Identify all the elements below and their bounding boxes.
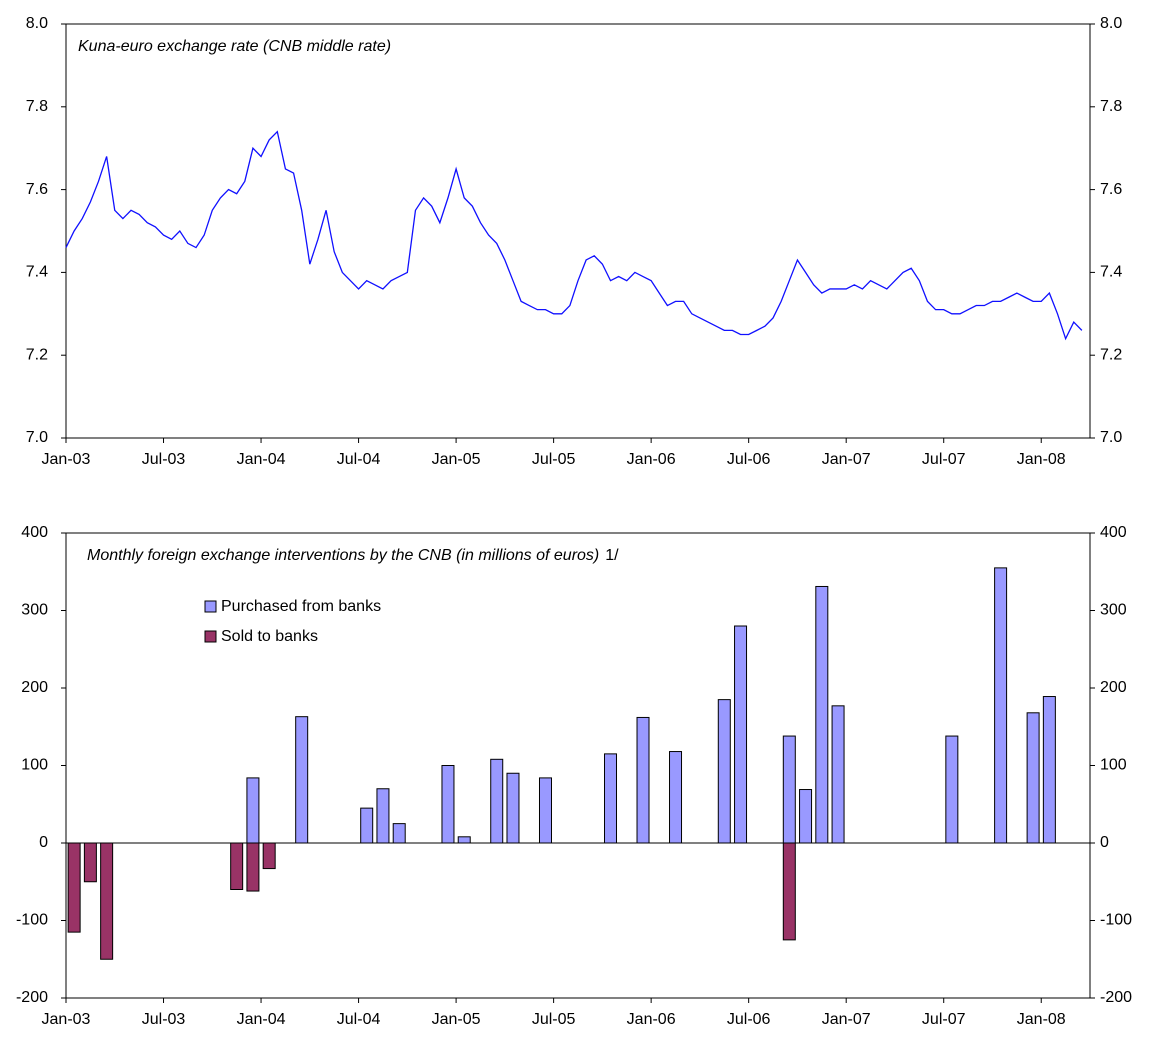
bar [538,777,552,844]
y2-tick-label: 7.2 [1100,346,1122,363]
x-tick-label: Jul-06 [727,1011,771,1028]
legend-label: Purchased from banks [221,598,381,615]
x-tick-label: Jul-06 [727,451,771,468]
y-tick-label: 7.4 [26,264,48,281]
y-tick-label: -100 [16,912,48,929]
x-tick-label: Jul-05 [532,451,576,468]
bar [636,716,650,844]
legend-swatch [204,630,217,643]
bar [717,699,731,844]
x-tick-label: Jul-07 [922,1011,966,1028]
y-tick-label: 100 [21,757,48,774]
bar [100,842,114,960]
bar [815,585,829,844]
y-tick-label: 7.2 [26,346,48,363]
bar [994,567,1008,844]
x-tick-label: Jan-06 [627,1011,676,1028]
bar [490,758,504,844]
x-tick-label: Jan-03 [42,1011,91,1028]
x-tick-label: Jul-04 [337,1011,381,1028]
bar [945,735,959,844]
x-tick-label: Jan-04 [237,1011,286,1028]
y-tick-label: 7.0 [26,429,48,446]
y2-tick-label: 7.8 [1100,98,1122,115]
y2-tick-label: 7.4 [1100,264,1122,281]
x-tick-label: Jul-03 [142,451,186,468]
y-tick-label: 0 [39,834,48,851]
chart-title: Kuna-euro exchange rate (CNB middle rate… [78,38,391,55]
bar [246,777,260,844]
bar [441,765,455,844]
x-tick-label: Jul-05 [532,1011,576,1028]
bar [669,751,683,844]
y2-tick-label: -100 [1100,912,1132,929]
y-tick-label: -200 [16,989,48,1006]
plot-frame [65,23,1091,439]
x-tick-label: Jan-08 [1017,451,1066,468]
rate-line [65,130,1083,341]
bar [1042,696,1056,844]
y2-tick-label: 7.0 [1100,429,1122,446]
chart-title: Monthly foreign exchange interventions b… [87,547,599,564]
x-tick-label: Jul-07 [922,451,966,468]
x-tick-label: Jan-06 [627,451,676,468]
x-tick-label: Jul-03 [142,1011,186,1028]
x-tick-label: Jul-04 [337,451,381,468]
bar [360,807,374,844]
x-tick-label: Jan-08 [1017,1011,1066,1028]
bar [246,842,260,892]
bar [457,836,471,844]
y-tick-label: 7.8 [26,98,48,115]
bar [1026,712,1040,844]
footnote-mark: 1/ [605,547,619,564]
bar [734,625,748,844]
bar [604,753,618,844]
y2-tick-label: 8.0 [1100,15,1122,32]
plot-frame [65,532,1091,999]
x-tick-label: Jan-07 [822,451,871,468]
y2-tick-label: 300 [1100,602,1127,619]
bar [782,842,796,941]
legend-swatch [204,600,217,613]
y2-tick-label: 0 [1100,834,1109,851]
bar [506,772,520,844]
y2-tick-label: 7.6 [1100,181,1122,198]
bar [392,823,406,844]
x-tick-label: Jan-03 [42,451,91,468]
bar [376,788,390,844]
y2-tick-label: 200 [1100,679,1127,696]
bar [83,842,97,883]
y-tick-label: 200 [21,679,48,696]
y2-tick-label: -200 [1100,989,1132,1006]
x-tick-label: Jan-05 [432,1011,481,1028]
y-tick-label: 400 [21,524,48,541]
bar [262,842,276,870]
bar [295,716,309,844]
y2-tick-label: 400 [1100,524,1127,541]
legend-label: Sold to banks [221,628,318,645]
x-tick-label: Jan-07 [822,1011,871,1028]
bar [782,735,796,844]
bar [831,705,845,844]
y2-tick-label: 100 [1100,757,1127,774]
x-tick-label: Jan-04 [237,451,286,468]
bar [230,842,244,890]
y-tick-label: 8.0 [26,15,48,32]
y-tick-label: 300 [21,602,48,619]
y-tick-label: 7.6 [26,181,48,198]
x-tick-label: Jan-05 [432,451,481,468]
bar [799,789,813,844]
bar [67,842,81,933]
